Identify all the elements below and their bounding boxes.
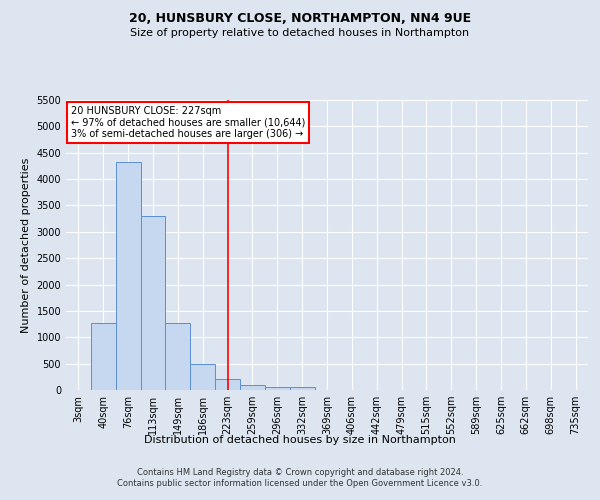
Bar [190, 364, 215, 390]
Bar [140, 216, 166, 390]
Bar [91, 323, 116, 390]
Y-axis label: Number of detached properties: Number of detached properties [21, 158, 31, 332]
Bar [265, 387, 290, 390]
Bar [240, 386, 265, 390]
Text: 20 HUNSBURY CLOSE: 227sqm
← 97% of detached houses are smaller (10,644)
3% of se: 20 HUNSBURY CLOSE: 227sqm ← 97% of detac… [71, 106, 305, 139]
Text: Size of property relative to detached houses in Northampton: Size of property relative to detached ho… [130, 28, 470, 38]
Text: Distribution of detached houses by size in Northampton: Distribution of detached houses by size … [144, 435, 456, 445]
Bar [290, 387, 314, 390]
Text: 20, HUNSBURY CLOSE, NORTHAMPTON, NN4 9UE: 20, HUNSBURY CLOSE, NORTHAMPTON, NN4 9UE [129, 12, 471, 26]
Bar [116, 162, 140, 390]
Text: Contains HM Land Registry data © Crown copyright and database right 2024.
Contai: Contains HM Land Registry data © Crown c… [118, 468, 482, 487]
Bar [215, 379, 240, 390]
Bar [166, 322, 190, 390]
